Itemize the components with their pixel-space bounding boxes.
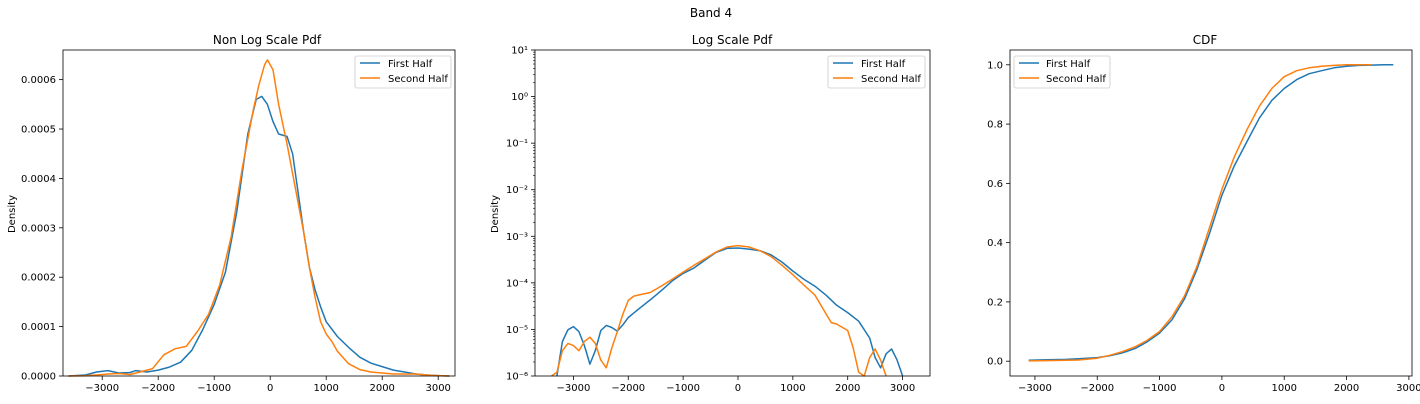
panel-3-axes-frame	[1009, 49, 1413, 377]
y-tick-label: 10⁻⁵	[506, 325, 528, 336]
panel-log-pdf: Log Scale Pdf Density −3000 −2000 −1000 0 10…	[490, 33, 931, 395]
panel-2-legend-box	[827, 55, 926, 89]
panel-1-legend-box	[354, 55, 452, 89]
series-line-second-half	[68, 59, 450, 377]
x-tick-label: 1000	[1272, 383, 1297, 394]
x-tick-label: −1000	[197, 383, 231, 394]
x-tick-label: 3000	[1396, 383, 1420, 394]
panel-2-ticks: −3000 −2000 −1000 0 1000 2000 3000 10⁻⁶ 10⁻⁵ 10⁻⁴…	[506, 46, 915, 395]
panel-1-series	[68, 59, 450, 377]
panel-2-axes-frame	[534, 49, 931, 377]
series-line-second-half	[551, 244, 887, 377]
panel-3-ticks: −3000 −2000 −1000 0 1000 2000 3000 0.0 0.2 0.4 0.6…	[987, 60, 1420, 394]
series-line-first-half	[68, 95, 450, 377]
panel-cdf: CDF −3000 −2000 −1000 0 1000 2000 3000 0.0 0.2 0.…	[987, 33, 1420, 394]
y-tick-label: 0.0	[987, 357, 1003, 368]
x-tick-label: −3000	[85, 383, 119, 394]
x-tick-label: 0	[267, 383, 273, 394]
x-tick-label: −3000	[556, 383, 590, 394]
x-tick-label: 3000	[425, 383, 450, 394]
y-tick-label: 0.8	[987, 120, 1003, 131]
series-line-first-half	[1028, 64, 1394, 362]
panel-1-ylabel: Density	[7, 195, 18, 233]
panel-2-title: Log Scale Pdf	[692, 33, 773, 47]
panel-2-legend-label-second: Second Half	[861, 74, 921, 85]
y-tick-label: 0.0005	[21, 125, 56, 136]
y-tick-label: 10¹	[511, 46, 528, 57]
x-tick-label: 2000	[369, 383, 394, 394]
y-tick-label: 0.2	[987, 297, 1003, 308]
x-tick-label: −2000	[141, 383, 175, 394]
y-tick-label: 10⁰	[511, 92, 528, 103]
y-tick-label: 10⁻⁴	[506, 278, 528, 289]
x-tick-label: −1000	[1143, 383, 1177, 394]
x-tick-label: −3000	[1018, 383, 1052, 394]
panel-1-legend-label-first: First Half	[388, 59, 433, 70]
panel-2-legend: First Half Second Half	[827, 55, 926, 89]
x-tick-label: 1000	[780, 383, 805, 394]
x-tick-label: −1000	[666, 383, 700, 394]
panel-1-ticks: −3000 −2000 −1000 0 1000 2000 3000 0.0000 0.0001…	[21, 75, 451, 394]
y-tick-label: 0.0001	[21, 322, 56, 333]
y-tick-label: 0.0004	[21, 174, 56, 185]
x-tick-label: 2000	[1334, 383, 1359, 394]
x-tick-label: 1000	[313, 383, 338, 394]
panel-3-legend: First Half Second Half	[1013, 55, 1111, 89]
y-tick-label: 0.4	[987, 238, 1003, 249]
y-tick-label: 0.0000	[21, 372, 56, 383]
panel-1-title: Non Log Scale Pdf	[213, 33, 322, 47]
panel-3-legend-label-second: Second Half	[1046, 74, 1106, 85]
x-tick-label: 0	[735, 383, 741, 394]
y-tick-label: 10⁻⁶	[506, 372, 528, 383]
panel-2-series	[551, 244, 904, 377]
y-tick-label: 0.6	[987, 179, 1003, 190]
y-tick-label: 1.0	[987, 60, 1003, 71]
panel-2-legend-label-first: First Half	[861, 59, 906, 70]
x-tick-label: −2000	[611, 383, 645, 394]
x-tick-label: −2000	[1080, 383, 1114, 394]
x-tick-label: 2000	[835, 383, 860, 394]
series-line-second-half	[1028, 64, 1372, 362]
panel-2-ylabel: Density	[490, 195, 501, 233]
panel-3-legend-box	[1013, 55, 1111, 89]
y-tick-label: 0.0003	[21, 223, 56, 234]
panel-1-legend-label-second: Second Half	[388, 74, 448, 85]
panel-3-title: CDF	[1193, 33, 1218, 47]
y-tick-label: 10⁻¹	[506, 139, 528, 150]
panel-1-axes-frame	[62, 49, 456, 377]
panel-3-series	[1028, 64, 1394, 362]
panel-non-log-pdf: Non Log Scale Pdf Density −3000 −2000 −100…	[7, 33, 456, 394]
y-tick-label: 0.0006	[21, 75, 56, 86]
x-tick-label: 3000	[890, 383, 915, 394]
y-tick-label: 10⁻³	[506, 232, 528, 243]
y-tick-label: 10⁻²	[506, 185, 528, 196]
y-tick-label: 0.0002	[21, 273, 56, 284]
figure-suptitle: Band 4	[690, 6, 732, 20]
panel-3-legend-label-first: First Half	[1046, 59, 1091, 70]
panel-1-legend: First Half Second Half	[354, 55, 452, 89]
x-tick-label: 0	[1219, 383, 1225, 394]
